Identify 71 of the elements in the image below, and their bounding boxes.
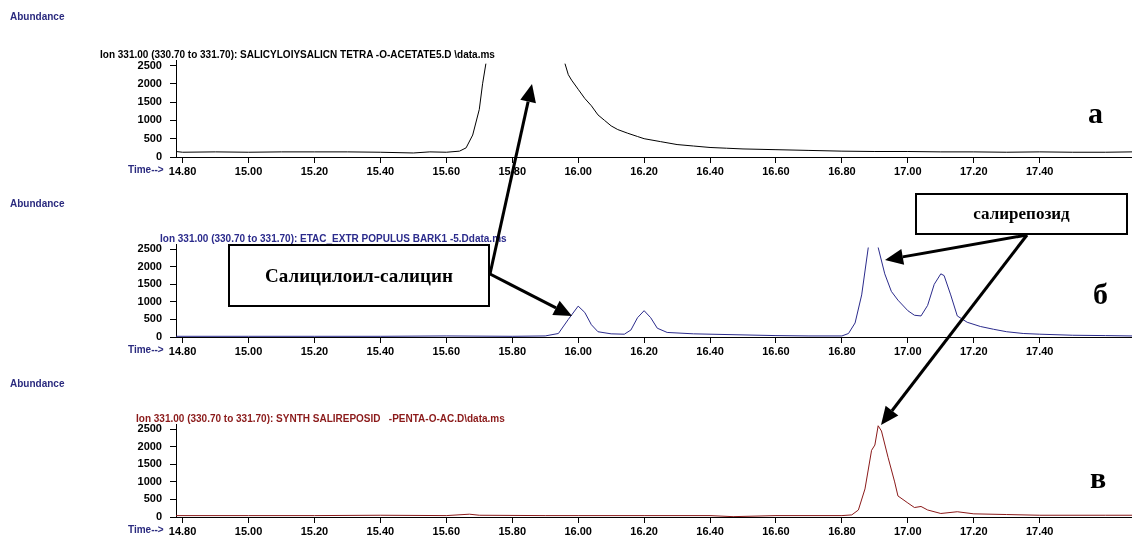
y-tick-label: 2500 (137, 242, 162, 255)
y-axis-title: Abundance (10, 11, 65, 22)
x-tick-label: 16.60 (762, 164, 790, 177)
annotation: б (1093, 277, 1108, 310)
x-tick-label: 15.20 (300, 344, 329, 357)
x-tick-label: 16.00 (564, 524, 592, 537)
y-axis-title: Abundance (10, 198, 65, 209)
y-tick-label: 1500 (137, 277, 162, 290)
x-tick-label: 17.00 (894, 164, 922, 177)
x-tick-label: 16.80 (828, 344, 856, 357)
text: салирепозид (973, 204, 1070, 224)
x-tick-label: 15.20 (300, 164, 329, 177)
x-tick-label: 16.40 (696, 164, 724, 177)
x-tick-label: 15.20 (300, 524, 329, 537)
x-tick-label: 15.60 (432, 344, 461, 357)
y-tick-label: 0 (155, 150, 162, 163)
x-tick-label: 17.20 (960, 344, 988, 357)
x-axis-title: Time--> (128, 524, 164, 535)
x-tick-label: 17.20 (960, 524, 988, 537)
x-tick-label: 15.00 (234, 524, 263, 537)
y-tick-label: 2000 (137, 439, 162, 452)
x-tick-label: 16.60 (762, 344, 790, 357)
x-tick-label: 16.20 (630, 164, 658, 177)
y-tick-label: 1000 (137, 294, 162, 307)
y-tick-label: 1000 (137, 474, 162, 487)
annotation: в (1090, 461, 1107, 494)
x-tick-label: 14.80 (168, 524, 197, 537)
x-tick-label: 16.00 (564, 344, 592, 357)
x-tick-label: 17.00 (894, 524, 922, 537)
y-tick-label: 1500 (137, 457, 162, 470)
x-tick-label: 15.40 (366, 164, 395, 177)
chart-title: Ion 331.00 (330.70 to 331.70): SALICYLOIYSALICN TETRA -O-ACETATE5.D \data.ms (100, 49, 495, 60)
x-tick-label: 14.80 (168, 164, 197, 177)
y-tick-label: 1500 (137, 95, 162, 108)
x-tick-label: 17.20 (960, 164, 988, 177)
x-tick-label: 15.00 (234, 164, 263, 177)
y-tick-label: 0 (155, 510, 162, 523)
x-tick-label: 16.20 (630, 524, 658, 537)
x-tick-label: 15.80 (498, 524, 527, 537)
x-axis-title: Time--> (128, 344, 164, 355)
x-tick-label: 16.00 (564, 164, 592, 177)
x-tick-label: 15.40 (366, 344, 395, 357)
x-tick-label: 17.40 (1025, 524, 1054, 537)
x-tick-label: 14.80 (168, 344, 197, 357)
y-tick-label: 2000 (137, 76, 162, 89)
y-axis-title: Abundance (10, 378, 65, 389)
x-tick-label: 17.00 (894, 344, 922, 357)
x-tick-label: 16.40 (696, 344, 724, 357)
x-tick-label: 16.40 (696, 524, 724, 537)
y-tick-label: 1000 (137, 113, 162, 126)
x-tick-label: 16.60 (762, 524, 790, 537)
x-tick-label: 15.60 (432, 524, 461, 537)
y-tick-label: 500 (143, 131, 162, 144)
x-tick-label: 17.40 (1025, 164, 1054, 177)
y-tick-label: 2500 (137, 422, 162, 435)
x-tick-label: 17.40 (1025, 344, 1054, 357)
x-tick-label: 16.80 (828, 164, 856, 177)
x-tick-label: 15.60 (432, 164, 461, 177)
x-axis-title: Time--> (128, 164, 164, 175)
y-tick-label: 2000 (137, 259, 162, 272)
annotation: Салицилоил-салицин (265, 264, 453, 287)
y-tick-label: 500 (143, 312, 162, 325)
x-tick-label: 15.80 (498, 344, 527, 357)
x-tick-label: 16.20 (630, 344, 658, 357)
y-tick-label: 500 (143, 492, 162, 505)
x-tick-label: 16.80 (828, 524, 856, 537)
y-tick-label: 0 (155, 330, 162, 343)
x-tick-label: 15.40 (366, 524, 395, 537)
x-tick-label: 15.00 (234, 344, 263, 357)
chart-title: Ion 331.00 (330.70 to 331.70): SYNTH SALIREPOSID -PENTA-O-AC.D\data.ms (136, 413, 505, 424)
annotation: а (1088, 96, 1103, 129)
